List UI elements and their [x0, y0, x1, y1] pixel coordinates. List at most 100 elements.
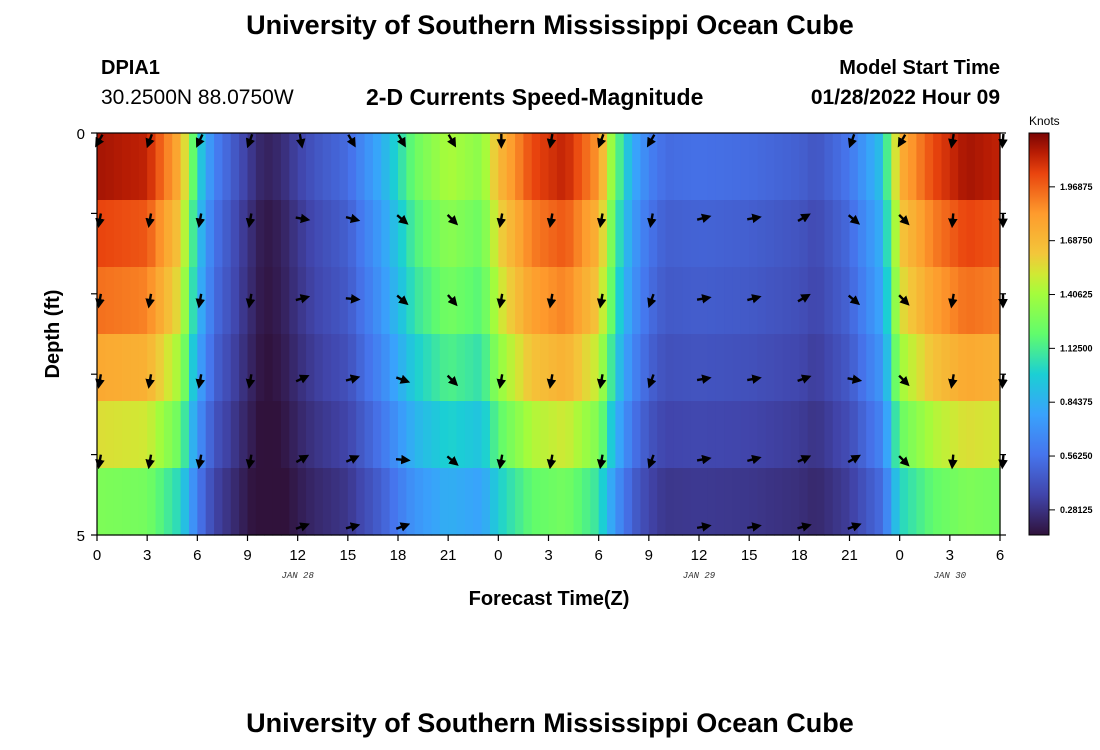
current-arrow [546, 454, 557, 470]
heatmap-cell [180, 267, 190, 335]
heatmap-cell [598, 401, 608, 469]
heatmap-cell [958, 267, 968, 335]
heatmap-cell [214, 468, 224, 536]
heatmap-cell [364, 200, 374, 268]
heatmap-cell [765, 468, 775, 536]
heatmap-cell [523, 334, 533, 402]
heatmap-cell [891, 133, 901, 201]
current-arrow [948, 133, 958, 149]
heatmap-cell [481, 401, 491, 469]
heatmap-cell [740, 133, 750, 201]
heatmap-cell [381, 468, 391, 536]
heatmap-cell [874, 468, 884, 536]
heatmap-cell [824, 133, 834, 201]
heatmap-cell [381, 133, 391, 201]
current-arrow [948, 454, 958, 470]
heatmap-cell [732, 468, 742, 536]
heatmap-cell [623, 468, 633, 536]
heatmap-cell [991, 401, 1001, 469]
heatmap-cell [255, 334, 265, 402]
current-arrow [195, 133, 205, 148]
heatmap-cell [339, 133, 349, 201]
heatmap-cell [573, 133, 583, 201]
heatmap-cell [908, 468, 917, 536]
heatmap-cell [899, 334, 909, 402]
heatmap-cell [356, 468, 366, 536]
heatmap-cell [163, 334, 173, 402]
heatmap-cell [841, 468, 851, 536]
heatmap-cell [699, 401, 708, 469]
heatmap-cell [297, 267, 307, 335]
current-arrow [647, 293, 657, 309]
heatmap-cell [782, 468, 792, 536]
heatmap-cell [715, 468, 725, 536]
heatmap-cell [280, 334, 290, 402]
chart-subtitle: 2-D Currents Speed-Magnitude [366, 84, 704, 110]
heatmap-cell [138, 334, 148, 402]
heatmap-cell [172, 468, 182, 536]
y-axis-label: Depth (ft) [42, 290, 64, 379]
heatmap-cell [916, 133, 926, 201]
heatmap-cell [615, 334, 625, 402]
heatmap-cell [381, 267, 391, 335]
current-arrow [797, 374, 812, 384]
heatmap-cell [398, 200, 407, 268]
heatmap-cell [214, 200, 224, 268]
x-tick-label: 15 [741, 547, 758, 564]
heatmap-cell [765, 334, 775, 402]
heatmap-cell [924, 267, 934, 335]
current-arrow [447, 134, 457, 148]
heatmap-cell [448, 334, 458, 402]
heatmap-cell [356, 401, 366, 469]
heatmap-cell [690, 267, 700, 335]
heatmap-cell [874, 200, 884, 268]
heatmap-cell [423, 200, 433, 268]
heatmap-cell [406, 200, 416, 268]
date-label: JAN 29 [683, 571, 716, 581]
heatmap-cell [306, 334, 315, 402]
heatmap-cell [573, 468, 583, 536]
heatmap-cell [473, 133, 483, 201]
colorbar-tick-label: 0.28125 [1060, 505, 1093, 515]
heatmap-cell [489, 267, 499, 335]
heatmap-cell [983, 133, 993, 201]
heatmap-cell [916, 200, 926, 268]
heatmap-cell [188, 468, 198, 536]
heatmap-cell [239, 468, 249, 536]
heatmap-cell [214, 133, 224, 201]
heatmap-cell [707, 468, 717, 536]
current-arrow [948, 374, 958, 389]
current-arrow [948, 293, 958, 309]
heatmap-cell [364, 267, 374, 335]
heatmap-cell [489, 133, 499, 201]
heatmap-cell [740, 200, 750, 268]
heatmap-cell [924, 133, 934, 201]
heatmap-cell [598, 334, 608, 402]
heatmap-cell [548, 267, 558, 335]
current-arrow [245, 293, 256, 309]
current-arrow [395, 522, 411, 532]
current-arrow [546, 133, 557, 149]
heatmap-cell [565, 200, 575, 268]
station-coordinates: 30.2500N 88.0750W [101, 86, 294, 109]
heatmap-cell [857, 267, 867, 335]
heatmap-cell [431, 267, 441, 335]
heatmap-cell [322, 334, 332, 402]
heatmap-cell [464, 401, 474, 469]
heatmap-cell [473, 200, 483, 268]
heatmap-cell [481, 200, 491, 268]
heatmap-cell [715, 133, 725, 201]
heatmap-cell [130, 468, 140, 536]
current-arrow [998, 374, 1008, 389]
heatmap-cell [381, 334, 391, 402]
heatmap-cell [983, 468, 993, 536]
heatmap-cell [866, 334, 876, 402]
heatmap-cell [590, 401, 600, 469]
heatmap-cell [866, 200, 876, 268]
heatmap-cell [924, 334, 934, 402]
heatmap-cell [816, 200, 826, 268]
heatmap-cell [732, 267, 742, 335]
current-arrow [948, 213, 958, 229]
heatmap-cell [573, 334, 583, 402]
heatmap-cell [372, 401, 382, 469]
